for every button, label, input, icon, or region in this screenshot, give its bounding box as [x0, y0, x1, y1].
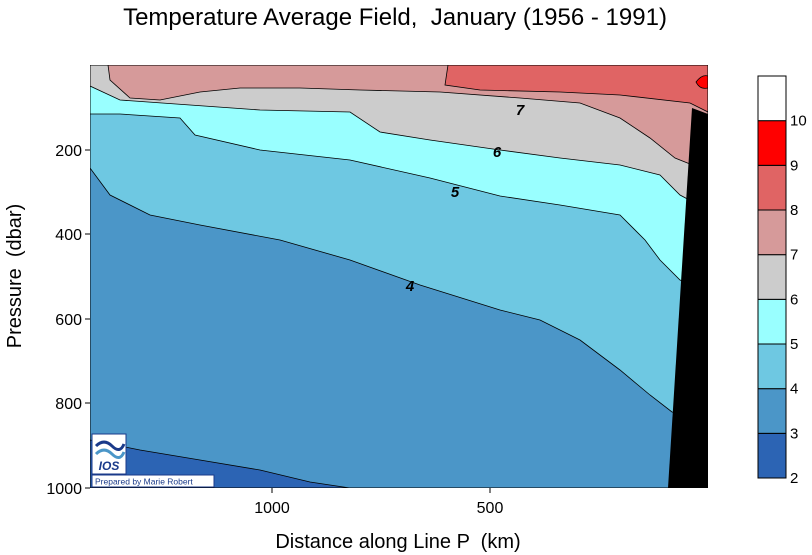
colorbar-label-4: 4 — [790, 381, 798, 398]
contour-label-7: 7 — [516, 102, 525, 119]
colorbar-swatch-4 — [757, 343, 787, 390]
bathymetry — [668, 108, 708, 488]
colorbar-label-8: 8 — [790, 202, 798, 219]
colorbar-swatch-3 — [757, 388, 787, 434]
region-above-8 — [444, 65, 708, 113]
plot-area — [90, 65, 708, 488]
colorbar-label-9: 9 — [790, 157, 798, 174]
logo-wave-icon — [94, 440, 126, 451]
colorbar-swatch-9 — [757, 120, 787, 166]
colorbar-label-10: 10 — [790, 113, 807, 130]
y-tick-label-200: 200 — [55, 143, 82, 160]
colorbar-swatch-5 — [757, 298, 787, 345]
y-tick-label-1000: 1000 — [46, 481, 82, 498]
colorbar-label-5: 5 — [790, 336, 798, 353]
x-axis: 1000 500 Distance along Line P (km) — [254, 488, 521, 553]
x-tick-label-1000: 1000 — [254, 500, 290, 517]
colorbar-label-7: 7 — [790, 247, 798, 264]
x-axis-label: Distance along Line P (km) — [275, 531, 520, 553]
colorbar-swatch-8 — [757, 164, 787, 211]
ios-logo: IOS Prepared by Marie Robert — [91, 433, 215, 488]
region-3-4 — [90, 167, 708, 488]
colorbar-swatch-10 — [757, 75, 787, 122]
colorbar: 2 3 4 5 6 7 8 9 10 — [757, 75, 807, 487]
chart-title: Temperature Average Field, January (1956… — [123, 4, 667, 31]
region-above-9 — [695, 75, 708, 89]
colorbar-swatch-6 — [757, 254, 787, 300]
y-tick-label-600: 600 — [55, 312, 82, 329]
contour-label-4: 4 — [405, 278, 415, 295]
logo-wave-2-icon — [94, 448, 126, 459]
colorbar-swatch-2 — [757, 432, 787, 479]
credit-text: Prepared by Marie Robert — [95, 477, 193, 487]
y-axis-label: Pressure (dbar) — [4, 204, 26, 349]
y-tick-label-800: 800 — [55, 396, 82, 413]
y-axis: 200 400 600 800 1000 Pressure (dbar) — [4, 143, 90, 498]
colorbar-label-2: 2 — [790, 470, 798, 487]
colorbar-label-3: 3 — [790, 425, 798, 442]
logo-text: IOS — [99, 459, 120, 473]
colorbar-swatch-7 — [757, 209, 787, 256]
credit-box — [91, 474, 215, 488]
x-tick-label-500: 500 — [477, 500, 504, 517]
y-tick-label-400: 400 — [55, 227, 82, 244]
contour-label-6: 6 — [493, 144, 502, 161]
colorbar-label-6: 6 — [790, 291, 798, 308]
contour-label-5: 5 — [451, 184, 460, 201]
